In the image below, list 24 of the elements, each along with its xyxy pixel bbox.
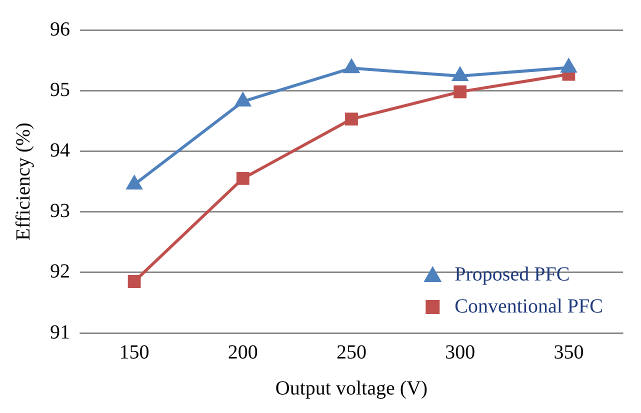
point xyxy=(128,275,141,288)
y-tick-label: 94 xyxy=(50,139,70,162)
legend-label: Conventional PFC xyxy=(454,295,604,318)
point xyxy=(235,93,250,107)
y-axis-title: Efficiency (%) xyxy=(12,122,34,240)
point xyxy=(561,59,576,73)
legend-label: Proposed PFC xyxy=(454,263,570,286)
x-tick-label: 350 xyxy=(554,341,584,364)
y-tick-label: 95 xyxy=(50,78,70,101)
y-tick-label: 92 xyxy=(50,260,70,283)
point xyxy=(236,172,250,185)
point xyxy=(126,176,142,190)
y-tick-label: 91 xyxy=(50,321,70,344)
point xyxy=(345,112,358,126)
y-tick-label: 93 xyxy=(50,200,70,222)
y-tick-label: 96 xyxy=(50,18,70,40)
point xyxy=(344,60,360,74)
x-tick-label: 250 xyxy=(336,341,366,364)
x-tick-label: 150 xyxy=(119,341,150,364)
point xyxy=(452,68,468,82)
x-axis-title: Output voltage (V) xyxy=(275,377,428,400)
x-tick-label: 200 xyxy=(228,341,258,364)
x-tick-label: 300 xyxy=(445,341,476,364)
point xyxy=(454,85,467,98)
